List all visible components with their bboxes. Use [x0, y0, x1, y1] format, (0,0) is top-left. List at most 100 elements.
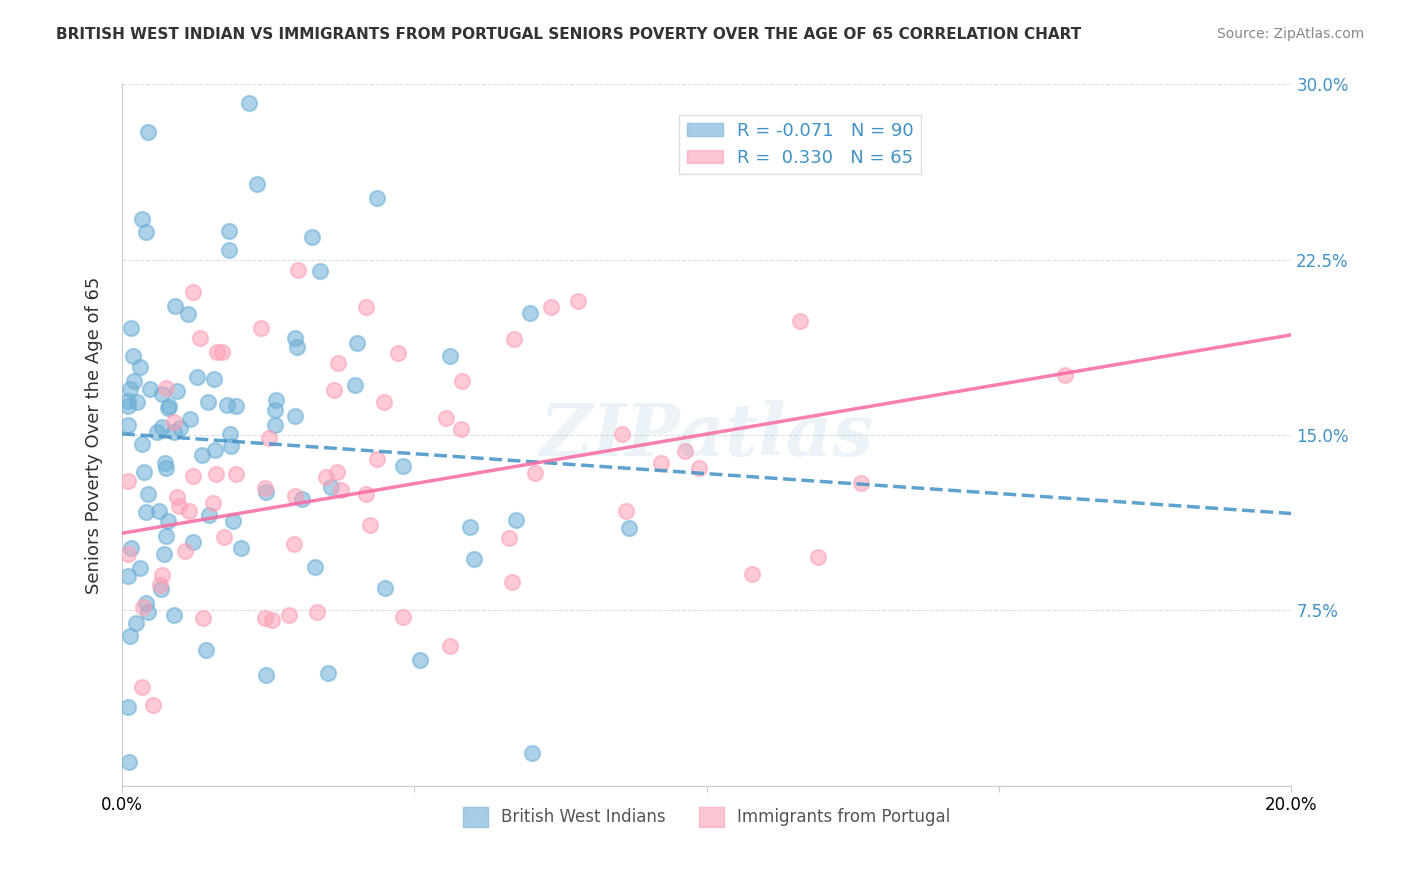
Point — [458, 520, 481, 534]
Point — [149, 578, 172, 592]
Point — [250, 320, 273, 334]
Point — [277, 607, 299, 622]
Point — [181, 534, 204, 549]
Point — [191, 448, 214, 462]
Point — [163, 415, 186, 429]
Y-axis label: Seniors Poverty Over the Age of 65: Seniors Poverty Over the Age of 65 — [86, 277, 103, 594]
Point — [212, 531, 235, 545]
Point — [117, 393, 139, 408]
Point — [323, 383, 346, 397]
Point — [505, 514, 527, 528]
Point — [166, 491, 188, 505]
Point — [359, 518, 381, 533]
Point — [157, 399, 180, 413]
Point — [163, 425, 186, 439]
Point — [284, 489, 307, 503]
Point — [153, 547, 176, 561]
Point — [169, 499, 191, 513]
Point — [330, 483, 353, 498]
Point — [128, 560, 150, 574]
Point — [1054, 368, 1077, 382]
Point — [254, 668, 277, 682]
Point — [179, 503, 201, 517]
Point — [523, 466, 546, 480]
Point — [284, 331, 307, 345]
Point — [120, 541, 142, 555]
Point — [169, 421, 191, 435]
Point — [354, 301, 377, 315]
Point — [136, 605, 159, 619]
Point — [205, 345, 228, 359]
Point — [131, 436, 153, 450]
Point — [617, 521, 640, 535]
Legend: British West Indians, Immigrants from Portugal: British West Indians, Immigrants from Po… — [456, 800, 957, 833]
Point — [246, 178, 269, 192]
Point — [122, 375, 145, 389]
Point — [343, 377, 366, 392]
Point — [612, 426, 634, 441]
Point — [285, 340, 308, 354]
Point — [142, 698, 165, 712]
Point — [202, 495, 225, 509]
Point — [205, 467, 228, 482]
Point — [391, 458, 413, 473]
Point — [179, 411, 201, 425]
Point — [439, 349, 461, 363]
Point — [688, 461, 710, 475]
Point — [308, 264, 330, 278]
Point — [254, 484, 277, 499]
Point — [366, 191, 388, 205]
Point — [315, 470, 337, 484]
Point — [520, 746, 543, 760]
Point — [501, 574, 523, 589]
Point — [519, 306, 541, 320]
Point — [128, 359, 150, 374]
Point — [301, 229, 323, 244]
Point — [191, 610, 214, 624]
Point — [163, 608, 186, 623]
Point — [218, 427, 240, 442]
Point — [450, 421, 472, 435]
Point — [650, 456, 672, 470]
Point — [117, 699, 139, 714]
Point — [253, 611, 276, 625]
Point — [165, 299, 187, 313]
Point — [374, 581, 396, 595]
Point — [225, 467, 247, 482]
Point — [118, 629, 141, 643]
Point — [319, 479, 342, 493]
Point — [373, 394, 395, 409]
Point — [202, 372, 225, 386]
Point — [127, 395, 149, 409]
Point — [122, 349, 145, 363]
Point — [125, 616, 148, 631]
Point — [283, 409, 305, 423]
Point — [287, 263, 309, 277]
Point — [153, 456, 176, 470]
Point — [181, 285, 204, 299]
Point — [283, 537, 305, 551]
Point — [807, 550, 830, 565]
Point — [387, 346, 409, 360]
Point — [789, 314, 811, 328]
Point — [166, 384, 188, 399]
Point — [139, 383, 162, 397]
Point — [221, 439, 243, 453]
Point — [463, 552, 485, 566]
Point — [409, 653, 432, 667]
Point — [434, 410, 457, 425]
Point — [155, 460, 177, 475]
Point — [673, 444, 696, 458]
Point — [177, 308, 200, 322]
Point — [136, 125, 159, 139]
Text: ZIPatlas: ZIPatlas — [540, 400, 873, 471]
Point — [346, 335, 368, 350]
Point — [326, 355, 349, 369]
Text: BRITISH WEST INDIAN VS IMMIGRANTS FROM PORTUGAL SENIORS POVERTY OVER THE AGE OF : BRITISH WEST INDIAN VS IMMIGRANTS FROM P… — [56, 27, 1081, 42]
Point — [238, 95, 260, 110]
Point — [131, 680, 153, 694]
Point — [118, 756, 141, 770]
Point — [264, 393, 287, 408]
Point — [150, 387, 173, 401]
Point — [146, 425, 169, 439]
